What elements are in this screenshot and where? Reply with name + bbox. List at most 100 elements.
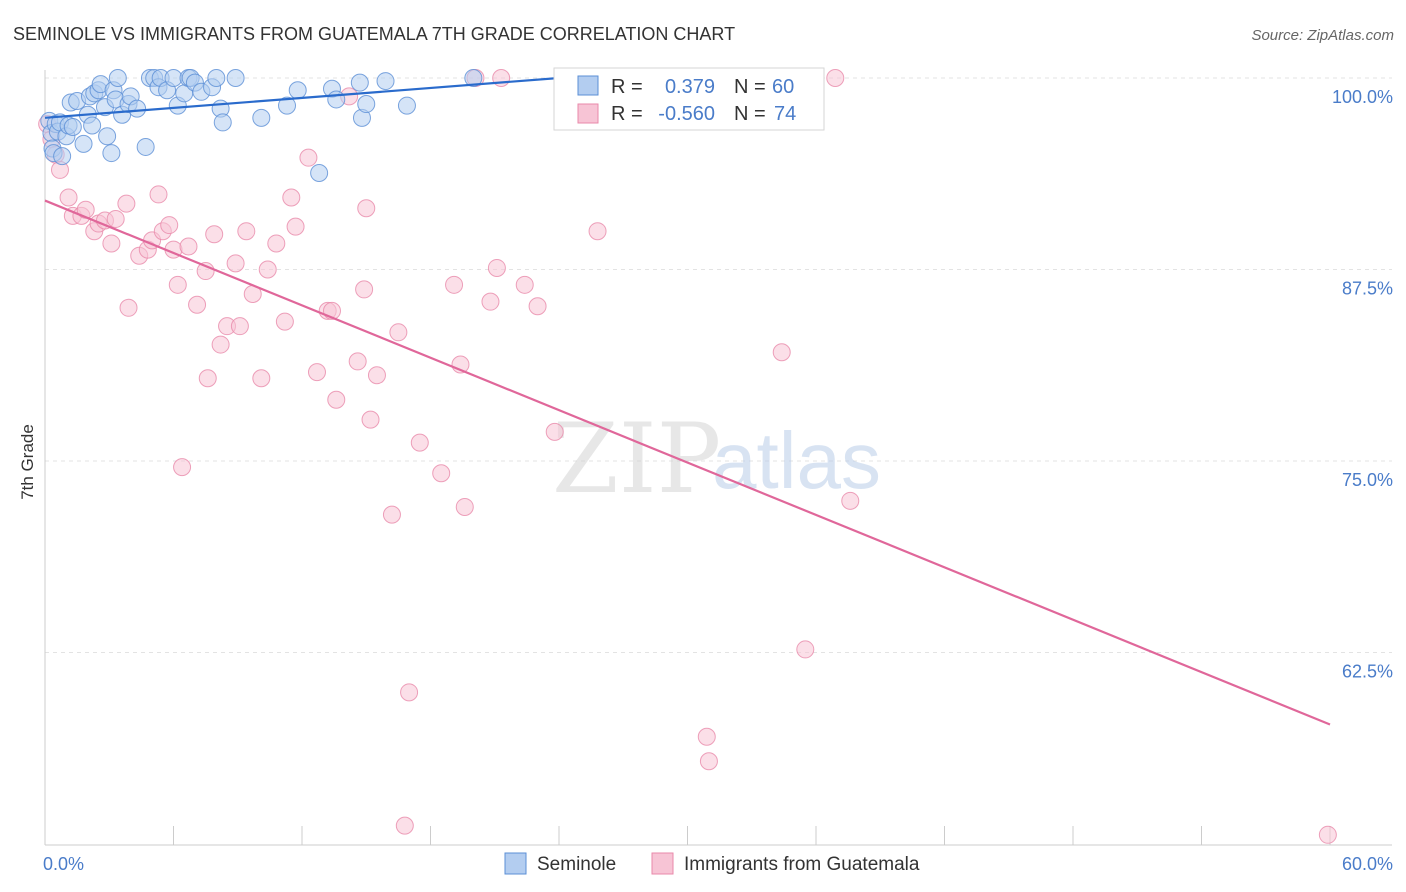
guatemala-point [455,497,474,516]
seminole-point [102,144,121,163]
series-legend-label-guatemala: Immigrants from Guatemala [684,854,920,875]
seminole-point [397,96,416,115]
series-legend-swatch-guatemala [651,852,674,875]
y-tick-label: 100.0% [1332,87,1393,107]
seminole-point [108,69,127,87]
seminole-points [40,69,483,182]
guatemala-point [382,505,401,524]
legend-r-label: R = [611,76,643,98]
axes [44,70,1392,846]
guatemala-point [117,194,136,213]
guatemala-point [772,343,791,362]
guatemala-point [400,683,419,702]
watermark-zip: ZIP [552,403,721,515]
x-tick-label: 0.0% [43,854,84,874]
seminole-point [74,134,93,153]
guatemala-point [545,422,564,441]
guatemala-point [355,280,374,299]
x-tick-labels: 0.0% 60.0% [43,854,1393,874]
seminole-point [357,95,376,114]
guatemala-point [160,216,179,235]
guatemala-point [826,69,845,87]
guatemala-point [258,260,277,279]
guatemala-trend-line [44,199,1331,726]
seminole-point [376,72,395,91]
guatemala-point [361,410,380,429]
guatemala-point [267,234,286,253]
guatemala-point [119,298,138,317]
guatemala-point [699,752,718,771]
y-axis-label: 7th Grade [18,424,37,500]
guatemala-point [168,275,187,294]
seminole-point [213,113,232,132]
seminole-point [136,137,155,156]
guatemala-point [237,222,256,241]
seminole-point [278,96,297,115]
seminole-point [252,108,271,127]
seminole-point [63,118,82,137]
correlation-legend: R = 0.379 N = 60 R = -0.560 N = 74 [553,67,825,131]
seminole-point [464,69,483,87]
guatemala-point [481,292,500,311]
guatemala-point [395,816,414,835]
guatemala-point [102,234,121,253]
guatemala-point [230,317,249,336]
zipatlas-watermark: ZIP atlas [552,403,881,515]
guatemala-point [528,297,547,316]
guatemala-point [588,222,607,241]
seminole-point [310,163,329,182]
guatemala-point [179,237,198,256]
series-legend: Seminole Immigrants from Guatemala [504,852,920,875]
legend-r-value: 0.379 [665,76,715,98]
seminole-point [164,69,183,87]
chart-title: SEMINOLE VS IMMIGRANTS FROM GUATEMALA 7T… [13,24,735,44]
legend-r-value: -0.560 [658,103,715,125]
guatemala-point [348,352,367,371]
guatemala-point [252,369,271,388]
legend-frame [553,67,825,131]
guatemala-point [307,363,326,382]
guatemala-point [697,727,716,746]
seminole-point [327,90,346,109]
guatemala-point [173,458,192,477]
legend-swatch-seminole [577,75,599,96]
guatemala-point [445,275,464,294]
guatemala-point [282,188,301,207]
seminole-trend-line [44,76,560,119]
grid-lines [45,77,1392,653]
guatemala-point [432,464,451,483]
guatemala-point [367,366,386,385]
seminole-point [207,69,226,87]
guatemala-point [357,199,376,218]
guatemala-point [327,390,346,409]
legend-n-value: 60 [772,76,794,98]
seminole-point [226,69,245,87]
series-legend-swatch-seminole [504,852,527,875]
y-tick-label: 75.0% [1342,470,1393,490]
series-legend-label-seminole: Seminole [537,854,616,875]
trend-lines [44,76,1331,726]
legend-n-value: 74 [774,103,796,125]
guatemala-point [198,369,217,388]
guatemala-point [286,217,305,236]
guatemala-point [389,323,408,342]
y-tick-label: 87.5% [1342,279,1393,299]
seminole-point [288,81,307,100]
guatemala-point [211,335,230,354]
legend-r-label: R = [611,103,643,125]
guatemala-point [410,433,429,452]
guatemala-point [796,640,815,659]
guatemala-point [841,491,860,510]
seminole-point [98,127,117,146]
seminole-point [350,73,369,92]
seminole-point [53,147,72,166]
seminole-point [83,116,102,135]
guatemala-point [205,225,224,244]
watermark-atlas: atlas [712,416,881,505]
y-tick-label: 62.5% [1342,662,1393,682]
guatemala-point [1318,825,1337,844]
y-tick-labels: 100.0% 87.5% 75.0% 62.5% [1332,87,1393,682]
x-tick-label: 60.0% [1342,854,1393,874]
legend-n-label: N = [734,76,766,98]
guatemala-point [149,185,168,204]
